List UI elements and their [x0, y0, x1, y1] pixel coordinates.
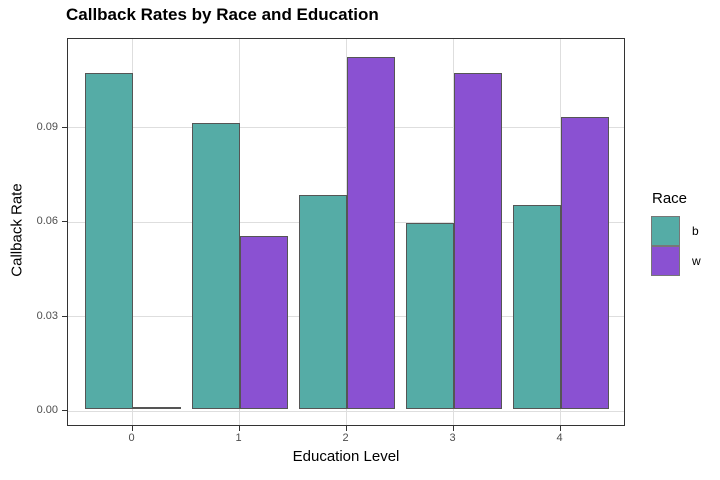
x-tick-mark: [559, 426, 561, 431]
x-tick-mark: [345, 426, 347, 431]
y-tick-label: 0.03: [36, 309, 58, 322]
x-tick-label: 2: [342, 432, 349, 444]
x-axis-label: Education Level: [292, 448, 400, 465]
y-tick-label: 0.06: [36, 215, 58, 228]
bar-w-ed2: [346, 56, 395, 409]
plot-area: [67, 38, 625, 426]
bar-w-ed4: [560, 116, 609, 409]
legend-swatch-b: [651, 216, 680, 246]
bar-w-ed1: [239, 236, 288, 409]
x-tick-label: 1: [235, 432, 242, 444]
bar-b-ed1: [191, 122, 240, 409]
x-tick-label: 3: [449, 432, 456, 444]
x-tick-mark: [452, 426, 454, 431]
x-tick-mark: [238, 426, 240, 431]
legend-title: Race: [652, 190, 688, 207]
legend-entry: b: [651, 216, 701, 246]
y-tick-mark: [62, 315, 67, 317]
y-tick-mark: [62, 410, 67, 411]
x-tick-mark: [131, 426, 133, 431]
x-tick-label: 4: [556, 432, 563, 444]
legend-swatch-w: [651, 246, 680, 276]
y-tick-label: 0.00: [36, 404, 58, 416]
legend-label-b: b: [692, 224, 699, 238]
bar-w-ed0: [132, 407, 181, 409]
bar-b-ed3: [405, 223, 454, 409]
bar-w-ed3: [453, 72, 502, 409]
y-axis-label: Callback Rate: [8, 183, 26, 277]
legend-entry: w: [651, 246, 701, 276]
chart-title: Callback Rates by Race and Education: [66, 5, 379, 24]
bar-b-ed2: [298, 195, 347, 409]
bar-b-ed4: [512, 204, 561, 409]
y-tick-mark: [62, 221, 67, 223]
x-gridline: [239, 39, 240, 425]
x-tick-label: 0: [128, 432, 135, 444]
bar-b-ed0: [84, 72, 133, 409]
y-tick-mark: [62, 126, 67, 128]
legend-label-w: w: [692, 254, 701, 268]
x-gridline: [132, 39, 133, 425]
y-tick-label: 0.09: [36, 120, 58, 133]
